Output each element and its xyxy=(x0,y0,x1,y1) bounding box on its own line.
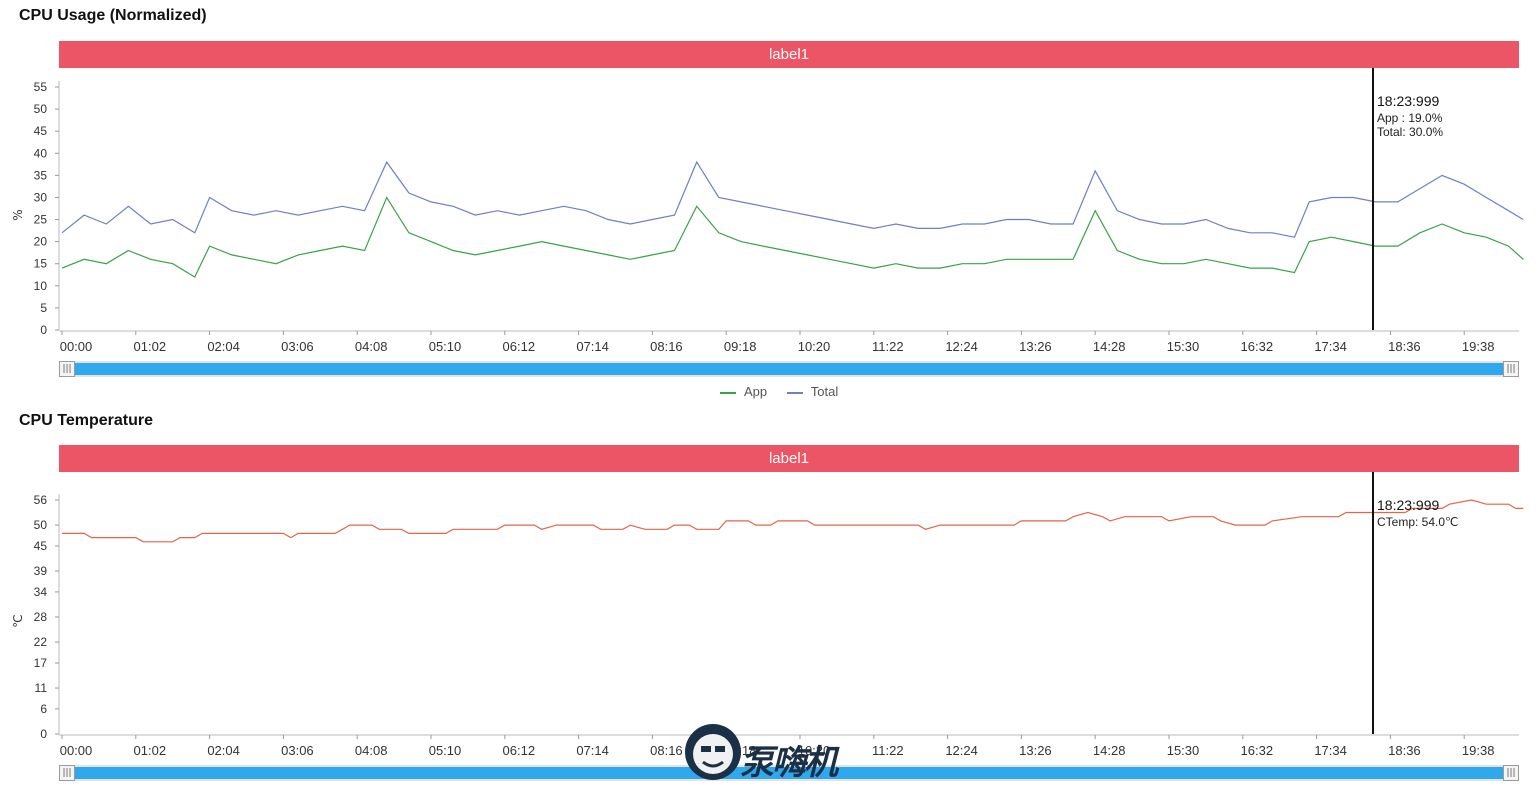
x-tick-label: 05:10 xyxy=(429,339,462,354)
cpu-temperature-range-right-handle[interactable]: ||| xyxy=(1503,765,1519,781)
x-tick-label: 10:20 xyxy=(798,339,831,354)
x-tick-label: 07:14 xyxy=(576,339,609,354)
x-tick-label: 10:20 xyxy=(798,743,831,758)
y-axis-label: ℃ xyxy=(11,614,25,627)
x-tick-label: 13:26 xyxy=(1019,339,1052,354)
x-tick-label: 14:28 xyxy=(1093,743,1126,758)
x-tick-label: 11:22 xyxy=(872,743,904,758)
cursor-time-label: 18:23:999 xyxy=(1377,93,1439,109)
cpu-usage-chart: 0 5 10 15 20 25 30 35 40 45 50 55% 00:00 01:02 02:04 03… xyxy=(11,68,1524,354)
y-tick-label: 45 xyxy=(34,539,48,553)
cpu-temperature-label-bar: label1 xyxy=(59,445,1519,472)
x-tick-label: 03:06 xyxy=(281,339,314,354)
y-tick-label: 0 xyxy=(40,727,47,741)
cpu-temperature-panel: CPU Temperature label1 0 6 11 17 22 28 34 39 45 5… xyxy=(0,405,1539,791)
legend-app-swatch xyxy=(720,391,736,394)
series-line-app xyxy=(61,196,1524,278)
x-tick-label: 17:34 xyxy=(1314,743,1347,758)
y-tick-label: 15 xyxy=(34,257,48,271)
cpu-usage-range-fill[interactable] xyxy=(71,363,1507,375)
legend-item-app[interactable]: App xyxy=(720,384,767,399)
x-tick-label: 15:30 xyxy=(1167,339,1200,354)
cpu-usage-range-left-handle[interactable]: ||| xyxy=(59,361,75,377)
cpu-usage-range-right-handle[interactable]: ||| xyxy=(1503,361,1519,377)
x-tick-label: 13:26 xyxy=(1019,743,1052,758)
x-tick-label: 09:18 xyxy=(724,339,757,354)
y-tick-label: 22 xyxy=(34,635,48,649)
x-tick-label: 08:16 xyxy=(650,743,683,758)
x-tick-label: 12:24 xyxy=(945,339,978,354)
y-tick-label: 28 xyxy=(34,610,48,624)
watermark-text: 泵嗨机 xyxy=(740,743,838,783)
y-tick-label: 0 xyxy=(40,323,47,337)
y-tick-label: 11 xyxy=(35,681,48,695)
watermark-logo-icon xyxy=(685,724,741,780)
cpu-usage-panel: CPU Usage (Normalized) label1 0 5 10 15 20 25… xyxy=(11,7,1524,399)
series-line-total xyxy=(61,160,1524,238)
x-tick-label: 06:12 xyxy=(503,743,536,758)
cpu-temperature-chart: 0 6 11 17 22 28 34 39 45 50 56 ℃ 00:00 01:02 02:04 03:0… xyxy=(11,472,1524,758)
cpu-usage-range-slider[interactable]: ||| ||| xyxy=(59,361,1519,377)
y-tick-label: 6 xyxy=(40,702,47,716)
y-axis-label: % xyxy=(11,209,25,220)
y-tick-label: 17 xyxy=(34,656,48,670)
x-tick-label: 11:22 xyxy=(872,339,904,354)
y-tick-label: 39 xyxy=(34,564,48,578)
y-tick-label: 56 xyxy=(34,493,48,507)
x-tick-label: 16:32 xyxy=(1241,339,1274,354)
y-tick-label: 50 xyxy=(34,518,48,532)
cursor-value-label: App : 19.0% xyxy=(1377,111,1443,125)
x-tick-label: 17:34 xyxy=(1314,339,1347,354)
x-tick-label: 02:04 xyxy=(207,339,240,354)
x-tick-label: 03:06 xyxy=(281,743,314,758)
x-tick-label: 01:02 xyxy=(134,743,167,758)
x-tick-label: 12:24 xyxy=(945,743,978,758)
x-tick-label: 07:14 xyxy=(576,743,609,758)
y-tick-label: 35 xyxy=(34,168,48,182)
y-tick-label: 10 xyxy=(34,279,48,293)
cursor-value-label: CTemp: 54.0℃ xyxy=(1377,515,1459,529)
y-tick-label: 34 xyxy=(34,585,48,599)
legend-item-total[interactable]: Total xyxy=(786,384,839,399)
x-tick-label: 14:28 xyxy=(1093,339,1126,354)
x-tick-label: 00:00 xyxy=(60,743,93,758)
y-tick-label: 40 xyxy=(34,146,48,160)
x-tick-label: 19:38 xyxy=(1462,339,1495,354)
cpu-usage-label-bar: label1 xyxy=(59,41,1519,68)
x-tick-label: 16:32 xyxy=(1241,743,1274,758)
x-tick-label: 05:10 xyxy=(429,743,462,758)
y-tick-label: 45 xyxy=(34,124,48,138)
legend-total-swatch xyxy=(786,391,803,394)
x-tick-label: 01:02 xyxy=(134,339,167,354)
cpu-temperature-range-fill[interactable] xyxy=(71,767,1507,779)
cpu-temperature-range-slider[interactable]: ||| ||| xyxy=(59,765,1519,781)
cpu-usage-legend: App Total xyxy=(720,384,854,399)
cpu-usage-title: CPU Usage (Normalized) xyxy=(19,7,207,24)
x-tick-label: 04:08 xyxy=(355,743,388,758)
x-tick-label: 18:36 xyxy=(1388,743,1421,758)
x-tick-label: 15:30 xyxy=(1167,743,1200,758)
x-tick-label: 02:04 xyxy=(207,743,240,758)
cursor-time-label: 18:23:999 xyxy=(1377,497,1439,513)
x-tick-label: 06:12 xyxy=(503,339,536,354)
y-tick-label: 20 xyxy=(34,235,48,249)
cursor-value-label: Total: 30.0% xyxy=(1377,125,1443,139)
y-tick-label: 50 xyxy=(34,102,48,116)
x-tick-label: 08:16 xyxy=(650,339,683,354)
cpu-temperature-range-left-handle[interactable]: ||| xyxy=(59,765,75,781)
y-tick-label: 30 xyxy=(34,190,48,204)
x-tick-label: 04:08 xyxy=(355,339,388,354)
y-tick-label: 55 xyxy=(34,80,48,94)
legend-app-label: App xyxy=(744,384,768,399)
y-tick-label: 25 xyxy=(34,213,48,227)
x-tick-label: 19:38 xyxy=(1462,743,1495,758)
series-line-ctemp xyxy=(62,499,1524,543)
cpu-temperature-title: CPU Temperature xyxy=(19,412,153,429)
legend-total-label: Total xyxy=(810,384,839,399)
x-tick-label: 00:00 xyxy=(60,339,93,354)
x-tick-label: 18:36 xyxy=(1388,339,1421,354)
y-tick-label: 5 xyxy=(40,301,47,315)
